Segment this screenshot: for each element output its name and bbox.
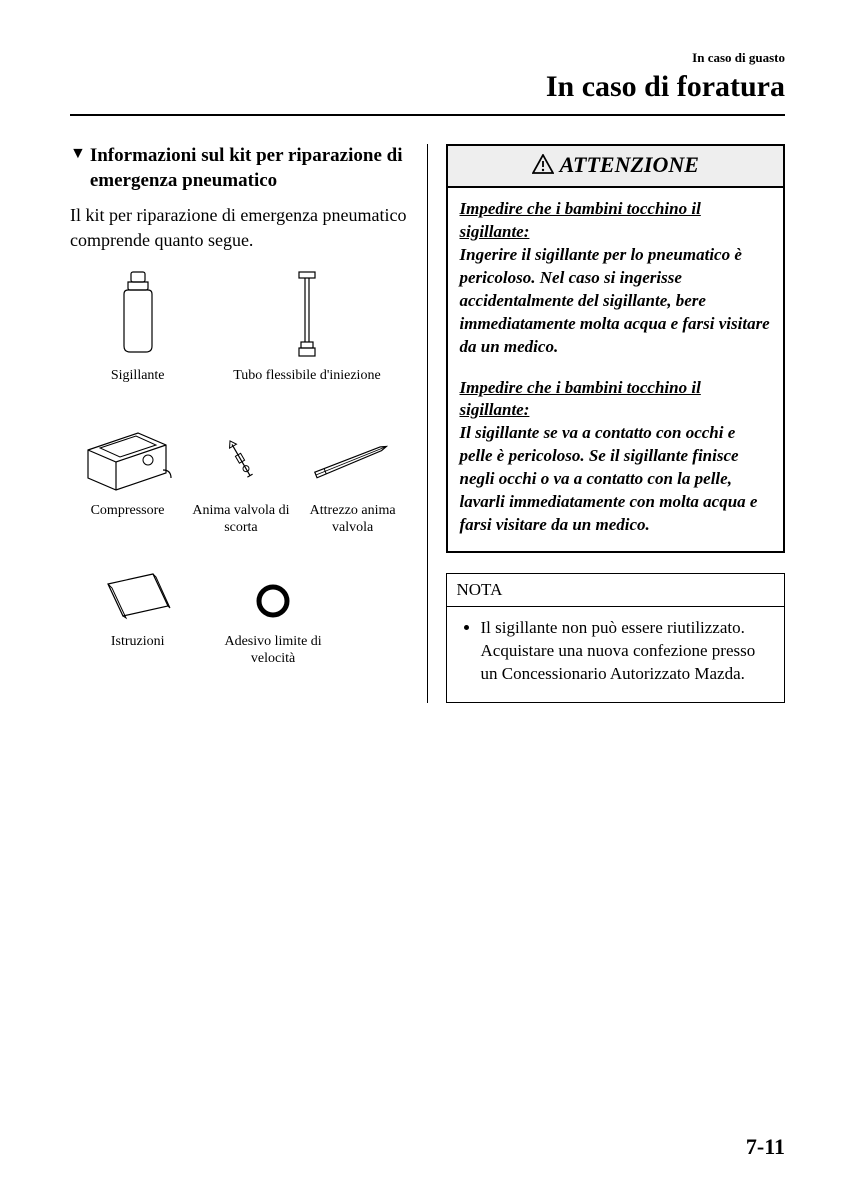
header-divider: [70, 114, 785, 116]
warning-p2-body: Il sigillante se va a contatto con occhi…: [460, 423, 758, 534]
triangle-marker: ▼: [70, 144, 86, 165]
kit-instructions-label: Istruzioni: [70, 634, 205, 651]
sealant-icon: [108, 270, 168, 360]
warning-body: Impedire che i bambini tocchino il sigil…: [448, 188, 784, 551]
kit-valvecore: Anima valvola di scorta: [185, 415, 297, 537]
note-item: Il sigillante non può essere riutilizzat…: [481, 617, 771, 686]
right-column: ATTENZIONE Impedire che i bambini tocchi…: [428, 144, 786, 703]
kit-valvetool: Attrezzo anima valvola: [297, 415, 409, 537]
page-header: In caso di guasto In caso di foratura: [70, 50, 785, 104]
kit-valvetool-label: Attrezzo anima valvola: [297, 503, 409, 537]
content-columns: ▼ Informazioni sul kit per riparazione d…: [70, 144, 785, 703]
kit-valvecore-label: Anima valvola di scorta: [185, 503, 297, 537]
warning-title-text: ATTENZIONE: [560, 152, 699, 177]
kit-compressor-label: Compressore: [70, 503, 185, 520]
note-title: NOTA: [447, 574, 785, 607]
valvecore-icon: [216, 415, 266, 495]
compressor-icon: [78, 415, 178, 495]
kit-instructions: Istruzioni: [70, 566, 205, 668]
kit-sealant: Sigillante: [70, 270, 205, 385]
warning-p1-title: Impedire che i bambini tocchino il sigil…: [460, 198, 772, 244]
kit-hose-label: Tubo flessibile d'iniezione: [205, 368, 408, 385]
kit-sticker: Adesivo limite di velocità: [205, 566, 340, 668]
chapter-title: In caso di guasto: [70, 50, 785, 66]
kit-sticker-label: Adesivo limite di velocità: [205, 634, 340, 668]
page-number: 7-11: [746, 1134, 785, 1160]
warning-triangle-icon: [532, 154, 554, 180]
intro-text: Il kit per riparazione di emergenza pneu…: [70, 203, 409, 252]
warning-title-bar: ATTENZIONE: [448, 146, 784, 188]
left-column: ▼ Informazioni sul kit per riparazione d…: [70, 144, 428, 703]
kit-compressor: Compressore: [70, 415, 185, 537]
kit-hose: Tubo flessibile d'iniezione: [205, 270, 408, 385]
subheading-row: ▼ Informazioni sul kit per riparazione d…: [70, 144, 409, 193]
warning-p1-body: Ingerire il sigillante per lo pneumatico…: [460, 245, 770, 356]
kit-sealant-label: Sigillante: [70, 368, 205, 385]
hose-icon: [287, 270, 327, 360]
instructions-icon: [98, 566, 178, 626]
warning-p2-title: Impedire che i bambini tocchino il sigil…: [460, 377, 772, 423]
note-body: Il sigillante non può essere riutilizzat…: [447, 607, 785, 702]
valvetool-icon: [308, 415, 398, 495]
sticker-icon: [248, 566, 298, 626]
subheading: Informazioni sul kit per riparazione di …: [90, 144, 409, 193]
note-box: NOTA Il sigillante non può essere riutil…: [446, 573, 786, 703]
warning-box: ATTENZIONE Impedire che i bambini tocchi…: [446, 144, 786, 553]
section-title: In caso di foratura: [70, 70, 785, 104]
